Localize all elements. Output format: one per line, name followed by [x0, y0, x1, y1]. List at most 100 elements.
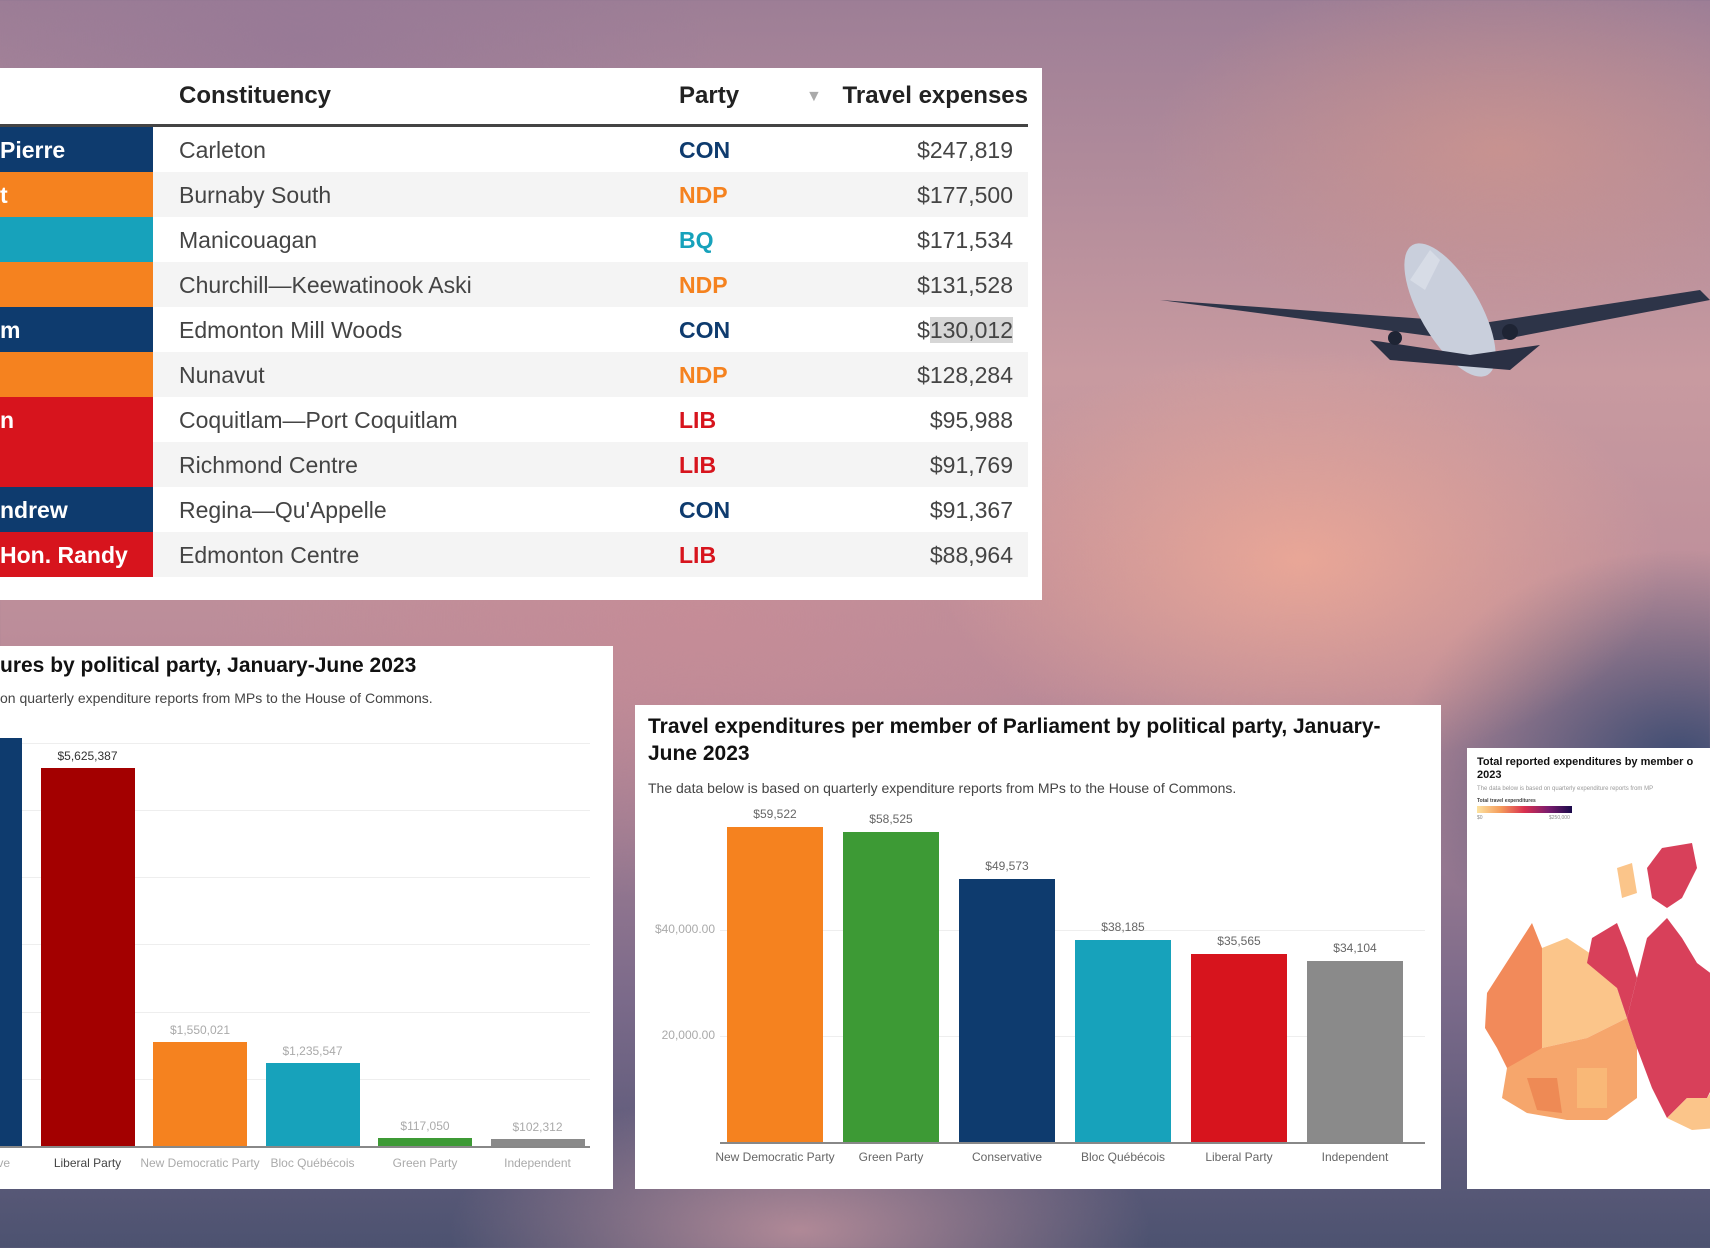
value-label: $117,050 — [400, 1119, 450, 1134]
per-member-chart: Travel expenditures per member of Parlia… — [635, 705, 1441, 1189]
gridline — [0, 1011, 590, 1013]
x-axis-baseline — [720, 1142, 1425, 1144]
constituency-cell: Burnaby South — [179, 182, 332, 208]
legend-title: Total travel expenditures — [1477, 798, 1536, 804]
mp-name-cell — [0, 217, 153, 262]
category-label: Independent — [1321, 1150, 1389, 1164]
expenses-cell-text: $91,367 — [929, 497, 1013, 523]
bar-1 — [40, 767, 135, 1146]
chart-title-line2: June 2023 — [648, 742, 750, 765]
legend-gradient — [1477, 806, 1572, 813]
mp-travel-table: Constituency Party ▼ Travel expenses Pie… — [0, 68, 1042, 600]
value-label: $49,573 — [985, 859, 1029, 874]
mp-name-cell — [0, 262, 153, 307]
party-cell: LIB — [679, 452, 717, 478]
category-label: Green Party — [858, 1150, 924, 1164]
bar-1 — [843, 831, 939, 1142]
table-row[interactable]: t Burnaby South NDP $177,500 — [0, 172, 1028, 217]
table-row[interactable]: m Edmonton Mill Woods CON $130,012 — [0, 307, 1028, 352]
expenses-cell-text: $177,500 — [917, 182, 1013, 208]
value-label: $58,525 — [869, 811, 913, 826]
constituency-cell: Edmonton Mill Woods — [179, 317, 403, 343]
bar-2 — [959, 879, 1055, 1142]
canada-expenditure-map: Total reported expenditures by member o … — [1467, 748, 1710, 1189]
party-cell: NDP — [679, 362, 728, 388]
expenses-cell-text: $130,012 — [917, 317, 1013, 343]
table-row[interactable]: Manicouagan BQ $171,534 — [0, 217, 1028, 262]
bar-0 — [0, 738, 22, 1146]
category-label: New Democratic Party — [715, 1150, 835, 1164]
map-title-line2: 2023 — [1477, 769, 1502, 781]
airplane-image — [1160, 243, 1710, 377]
gridline — [720, 930, 1425, 931]
table-row[interactable]: ndrew Regina—Qu'Appelle CON $91,367 — [0, 487, 1028, 532]
gridline — [0, 944, 590, 946]
party-cell: LIB — [679, 542, 717, 568]
sort-down-icon[interactable]: ▼ — [806, 88, 822, 105]
mp-name-cell: ndrew — [0, 487, 153, 532]
table-row[interactable]: Pierre Carleton CON $247,819 — [0, 127, 1028, 172]
mp-name-cell: t — [0, 172, 153, 217]
constituency-cell: Regina—Qu'Appelle — [179, 497, 387, 523]
category-label: Liberal Party — [1205, 1150, 1273, 1164]
expenses-cell: $171,534 — [917, 227, 1013, 254]
table-row[interactable]: Churchill—Keewatinook Aski NDP $131,528 — [0, 262, 1028, 307]
value-label: $102,312 — [512, 1120, 563, 1135]
bar-3 — [265, 1062, 360, 1146]
category-label: Conservative — [0, 1156, 11, 1170]
expenses-cell-text: $131,528 — [917, 272, 1013, 298]
table-row[interactable]: Richmond Centre LIB $91,769 — [0, 442, 1028, 487]
expenses-cell-text: $128,284 — [917, 362, 1013, 388]
chart-title: ures by political party, January-June 20… — [0, 654, 417, 677]
header-travel-expenses[interactable]: Travel expenses — [842, 82, 1028, 109]
mp-name-cell: n — [0, 397, 153, 442]
table-row[interactable]: n Coquitlam—Port Coquitlam LIB $95,988 — [0, 397, 1028, 442]
expenses-cell-text: $171,534 — [917, 227, 1013, 253]
table-row[interactable]: Hon. Randy Edmonton Centre LIB $88,964 — [0, 532, 1028, 577]
mp-name-cell — [0, 352, 153, 397]
expenses-cell-text: $247,819 — [917, 137, 1013, 163]
expenses-cell: $131,528 — [917, 272, 1013, 299]
value-label: $1,550,021 — [169, 1022, 231, 1037]
total-expenditures-chart: ures by political party, January-June 20… — [0, 646, 613, 1189]
party-cell: BQ — [679, 227, 714, 253]
expenses-cell-text: $95,988 — [929, 407, 1013, 433]
bar-3 — [1075, 939, 1171, 1142]
gridline — [0, 810, 590, 811]
bar-4 — [1191, 953, 1287, 1142]
map-subtitle: The data below is based on quarterly exp… — [1477, 786, 1654, 792]
mp-name-cell: Hon. Randy — [0, 532, 153, 577]
x-axis-baseline — [0, 1146, 590, 1148]
chart-subtitle: on quarterly expenditure reports from MP… — [0, 690, 433, 706]
party-cell: CON — [679, 497, 731, 523]
constituency-cell: Carleton — [179, 137, 266, 163]
category-label: Independent — [504, 1156, 571, 1170]
value-label: $38,185 — [1101, 919, 1145, 934]
expenses-cell: $95,988 — [930, 407, 1013, 434]
party-cell: CON — [679, 137, 731, 163]
party-cell: NDP — [679, 272, 728, 298]
y-tick-label: $40,000.00 — [654, 922, 715, 936]
bar-5 — [1307, 961, 1403, 1142]
mp-name-cell: Pierre — [0, 127, 153, 172]
value-label: $35,565 — [1217, 933, 1261, 948]
expenses-cell: $88,964 — [930, 542, 1013, 569]
category-label: Bloc Québécois — [270, 1156, 355, 1170]
bar-2 — [153, 1041, 247, 1146]
category-label: Green Party — [392, 1156, 458, 1170]
constituency-cell: Manicouagan — [179, 227, 318, 253]
table-row[interactable]: Nunavut NDP $128,284 — [0, 352, 1028, 397]
value-label: $5,625,387 — [57, 748, 118, 763]
map-title: Total reported expenditures by member o — [1477, 756, 1694, 768]
expenses-cell-text: $88,964 — [929, 542, 1013, 568]
constituency-cell: Nunavut — [179, 362, 265, 388]
header-constituency[interactable]: Constituency — [179, 82, 332, 109]
legend-min: $0 — [1477, 815, 1483, 821]
expenses-cell: $177,500 — [917, 182, 1013, 209]
expenses-cell: $91,367 — [930, 497, 1013, 524]
value-label: $34,104 — [1333, 941, 1377, 956]
constituency-cell: Coquitlam—Port Coquitlam — [179, 407, 458, 433]
mp-name-cell: m — [0, 307, 153, 352]
header-party[interactable]: Party — [679, 82, 740, 109]
value-label: $59,522 — [753, 806, 797, 821]
